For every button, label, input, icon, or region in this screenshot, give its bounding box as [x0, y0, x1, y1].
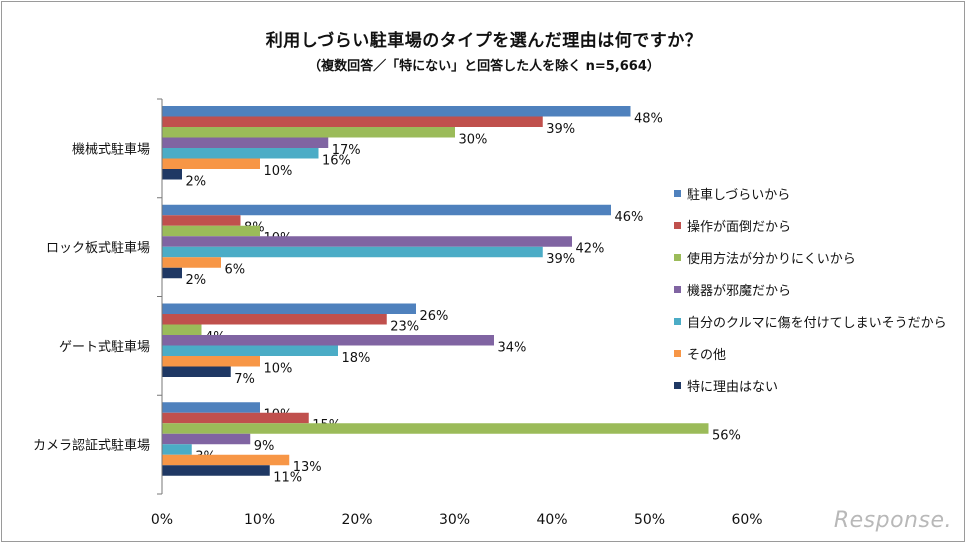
data-label: 13%: [293, 460, 322, 475]
data-label: 30%: [459, 132, 488, 147]
data-label: 26%: [420, 309, 449, 324]
bar: [162, 423, 709, 434]
category-label: ゲート式駐車場: [59, 340, 150, 355]
category-label: ロック板式駐車場: [46, 241, 150, 256]
bar: [162, 366, 231, 377]
bar: [162, 356, 260, 367]
data-label: 34%: [498, 340, 527, 355]
legend-item: 操作が面倒だから: [674, 209, 947, 241]
bar: [162, 158, 260, 169]
bar: [162, 335, 494, 346]
bar: [162, 324, 202, 335]
bar: [162, 215, 241, 226]
legend-label: 使用方法が分かりにくいから: [687, 251, 856, 267]
bar: [162, 236, 572, 247]
x-tick-label: 50%: [634, 512, 665, 528]
data-label: 18%: [342, 351, 371, 366]
data-label: 6%: [225, 263, 246, 278]
data-label: 10%: [264, 361, 293, 376]
data-label: 46%: [615, 210, 644, 225]
data-label: 2%: [186, 174, 207, 189]
legend-item: その他: [674, 337, 947, 369]
bar: [162, 314, 387, 325]
data-label: 42%: [576, 242, 605, 257]
bar: [162, 204, 611, 216]
data-label: 48%: [634, 111, 663, 126]
legend-item: 特に理由はない: [674, 369, 947, 401]
x-tick-label: 20%: [341, 512, 372, 528]
legend-item: 機器が邪魔だから: [674, 273, 947, 305]
data-label: 39%: [546, 252, 575, 267]
x-tick-label: 60%: [731, 512, 762, 528]
legend-label: 特に理由はない: [687, 379, 779, 395]
legend-item: 使用方法が分かりにくいから: [674, 241, 947, 273]
legend-label: その他: [687, 347, 727, 363]
legend-label: 駐車しづらいから: [687, 187, 791, 203]
bar: [162, 267, 182, 279]
data-label: 16%: [322, 153, 351, 168]
legend-swatch: [674, 381, 681, 389]
x-tick-label: 0%: [151, 512, 173, 528]
data-label: 39%: [546, 122, 575, 137]
bar: [162, 169, 182, 180]
bar: [162, 137, 329, 148]
chart-subtitle: （複数回答／「特にない」と回答した人を除く n=5,664）: [308, 59, 660, 74]
bar: [162, 246, 543, 258]
bar: [162, 454, 290, 466]
x-tick-label: 30%: [439, 512, 470, 528]
data-label: 9%: [254, 439, 275, 454]
x-tick-label: 40%: [536, 512, 567, 528]
legend-item: 自分のクルマに傷を付けてしまいそうだから: [674, 305, 947, 337]
bar: [162, 465, 270, 476]
bar: [162, 444, 192, 455]
data-label: 56%: [712, 429, 741, 444]
category-label: カメラ認証式駐車場: [33, 438, 150, 454]
chart-title: 利用しづらい駐車場のタイプを選んだ理由は何ですか？: [265, 31, 703, 51]
bar: [162, 412, 309, 424]
legend-swatch: [674, 189, 681, 197]
bar: [162, 106, 631, 117]
response-logo: Response.: [833, 508, 952, 533]
legend-swatch: [674, 253, 681, 261]
bar: [162, 303, 416, 314]
chart-legend: 駐車しづらいから 操作が面倒だから使用方法が分かりにくいから 機器が邪魔だから自分の…: [674, 177, 947, 401]
bar: [162, 345, 338, 356]
data-label: 23%: [390, 319, 419, 334]
legend-item: 駐車しづらいから: [674, 177, 947, 209]
legend-label: 機器が邪魔だから: [687, 283, 792, 299]
legend-swatch: [674, 221, 681, 229]
bar: [162, 127, 455, 138]
data-label: 17%: [332, 143, 361, 158]
legend-label: 操作が面倒だから: [687, 219, 792, 235]
bar: [162, 433, 251, 445]
bar: [162, 148, 319, 159]
data-label: 7%: [234, 372, 255, 387]
legend-swatch: [674, 285, 681, 293]
data-label: 2%: [186, 273, 207, 288]
legend-swatch: [674, 349, 681, 357]
bar: [162, 116, 543, 127]
bar: [162, 225, 260, 237]
data-label: 11%: [273, 471, 302, 486]
bar: [162, 257, 221, 268]
category-label: 機械式駐車場: [72, 142, 150, 157]
legend-swatch: [674, 317, 681, 325]
data-label: 10%: [264, 164, 293, 179]
x-tick-label: 10%: [244, 512, 275, 528]
legend-label: 自分のクルマに傷を付けてしまいそうだから: [687, 315, 947, 331]
bar: [162, 402, 260, 413]
